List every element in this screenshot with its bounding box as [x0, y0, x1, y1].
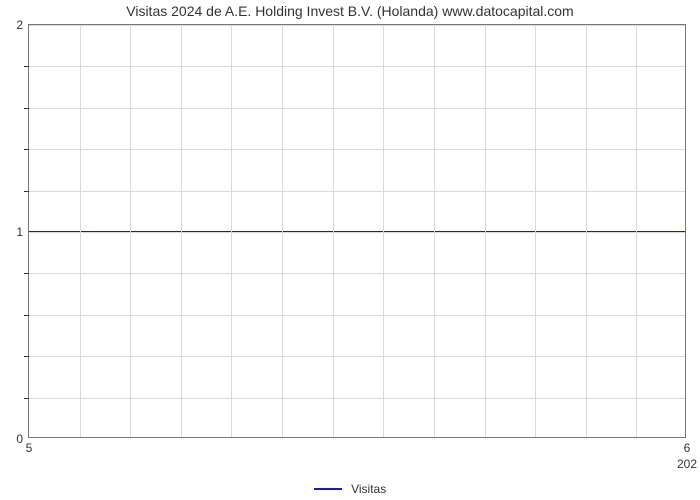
x2-label: 202 [677, 437, 697, 471]
gridline-vertical [282, 25, 283, 437]
gridline-vertical [181, 25, 182, 437]
y-tick-label: 2 [16, 18, 29, 32]
gridline-vertical [434, 25, 435, 437]
y-minor-tick [24, 315, 29, 316]
gridline-vertical [231, 25, 232, 437]
gridline-vertical [535, 25, 536, 437]
legend-swatch [314, 488, 342, 490]
plot-area: 01256202 [28, 24, 686, 438]
y-minor-tick [24, 66, 29, 67]
gridline-vertical [636, 25, 637, 437]
y-minor-tick [24, 149, 29, 150]
gridline-vertical [333, 25, 334, 437]
y-minor-tick [24, 356, 29, 357]
gridline-vertical [383, 25, 384, 437]
y-minor-tick [24, 191, 29, 192]
gridline-vertical [130, 25, 131, 437]
gridline-vertical [485, 25, 486, 437]
y-minor-tick [24, 273, 29, 274]
y-tick-label: 1 [16, 225, 29, 239]
y-minor-tick [24, 398, 29, 399]
gridline-vertical [586, 25, 587, 437]
x-tick-label: 5 [26, 437, 33, 455]
y-minor-tick [24, 108, 29, 109]
legend-label: Visitas [351, 482, 386, 496]
legend: Visitas [0, 481, 700, 496]
chart-container: Visitas 2024 de A.E. Holding Invest B.V.… [0, 0, 700, 500]
chart-title: Visitas 2024 de A.E. Holding Invest B.V.… [0, 3, 700, 19]
gridline-vertical [80, 25, 81, 437]
